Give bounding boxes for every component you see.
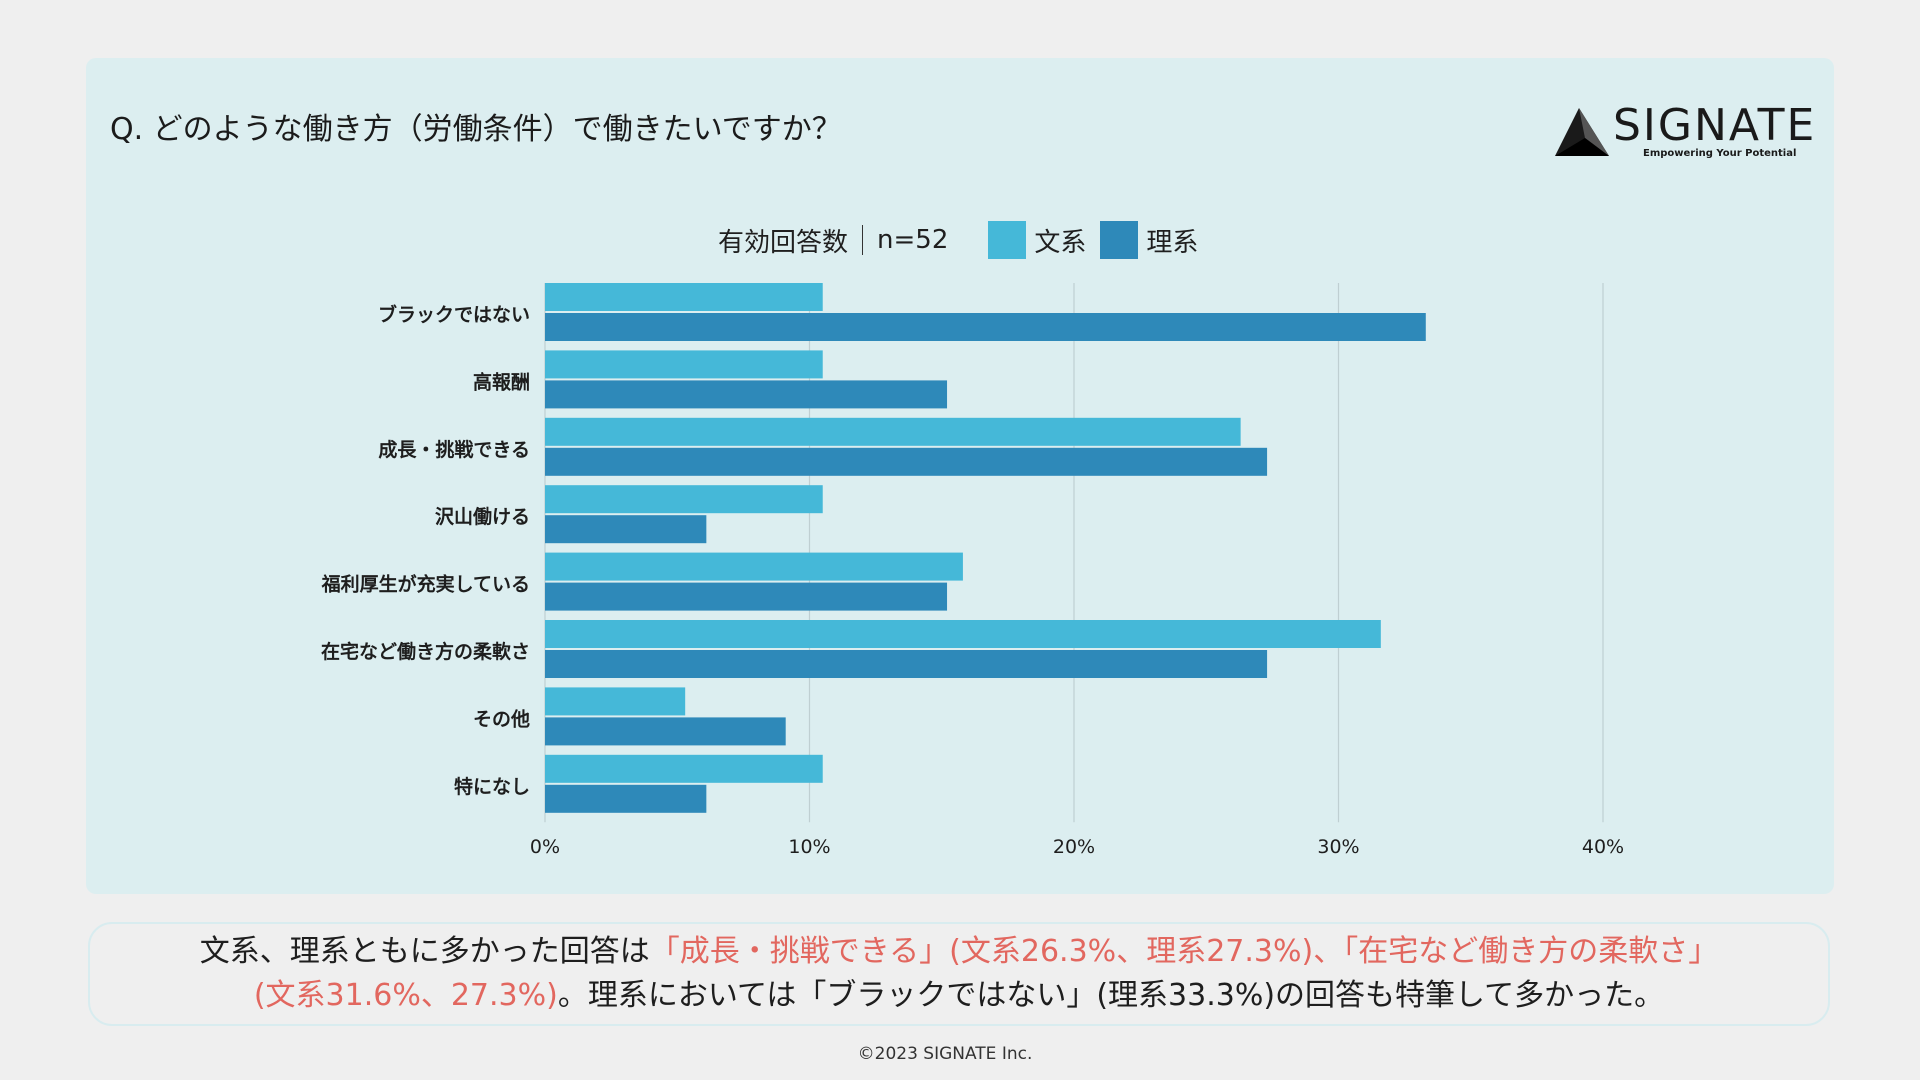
category-label-4: 福利厚生が充実している bbox=[321, 573, 530, 596]
summary-text-2-1: 。理系においては「ブラックではない」(理系33.3%)の回答も特筆して多かった。 bbox=[557, 978, 1665, 1013]
bar-bunkei-3 bbox=[545, 485, 823, 514]
summary-box: 文系、理系ともに多かった回答は「成長・挑戦できる」(文系26.3%、理系27.3… bbox=[88, 922, 1830, 1026]
tick-label-40: 40% bbox=[1582, 836, 1624, 858]
bar-rikei-1 bbox=[545, 380, 948, 409]
bar-rikei-7 bbox=[545, 784, 707, 813]
bar-rikei-6 bbox=[545, 717, 786, 746]
logo-wordmark: SIGNATE bbox=[1613, 100, 1817, 151]
signate-logo: SIGNATE Empowering Your Potential bbox=[1555, 100, 1815, 166]
tick-label-20: 20% bbox=[1053, 836, 1095, 858]
category-label-5: 在宅など働き方の柔軟さ bbox=[321, 640, 530, 663]
chart-legend: 有効回答数 n=52 文系 理系 bbox=[718, 220, 1198, 260]
bar-bunkei-1 bbox=[545, 350, 823, 379]
bar-bunkei-5 bbox=[545, 620, 1381, 648]
category-label-7: 特になし bbox=[454, 776, 530, 798]
sample-label: 有効回答数 bbox=[718, 227, 849, 258]
sample-size: n=52 bbox=[877, 225, 949, 255]
summary-line-2: (文系31.6%、27.3%)。理系においては「ブラックではない」(理系33.3… bbox=[254, 974, 1664, 1018]
category-label-3: 沢山働ける bbox=[435, 505, 530, 528]
bar-rikei-5 bbox=[545, 650, 1268, 678]
summary-text-2-0: (文系31.6%、27.3%) bbox=[253, 978, 558, 1013]
legend-label-bunkei: 文系 bbox=[1034, 227, 1087, 258]
legend-label-rikei: 理系 bbox=[1146, 227, 1199, 258]
category-label-2: 成長・挑戦できる bbox=[378, 438, 530, 461]
bar-rikei-3 bbox=[545, 515, 707, 544]
bar-bunkei-6 bbox=[545, 687, 686, 716]
logo-tagline: Empowering Your Potential bbox=[1643, 148, 1797, 159]
summary-text-1-1: 「成長・挑戦できる」(文系26.3%、理系27.3%)、「在宅など働き方の柔軟さ… bbox=[649, 934, 1719, 969]
bar-bunkei-0 bbox=[545, 283, 823, 311]
chart-panel bbox=[86, 58, 1834, 894]
bar-bunkei-4 bbox=[545, 552, 963, 581]
question-title: Q. どのような働き方（労働条件）で働きたいですか？ bbox=[110, 112, 842, 147]
legend-swatch-bunkei bbox=[988, 221, 1027, 259]
logo-triangle-icon bbox=[1555, 108, 1609, 156]
tick-label-10: 10% bbox=[788, 836, 830, 858]
legend-divider bbox=[862, 225, 864, 255]
bar-rikei-4 bbox=[545, 582, 948, 611]
tick-label-30: 30% bbox=[1317, 836, 1359, 858]
bar-rikei-2 bbox=[545, 447, 1268, 476]
category-label-1: 高報酬 bbox=[473, 370, 530, 393]
tick-label-0: 0% bbox=[530, 836, 560, 858]
copyright: ©2023 SIGNATE Inc. bbox=[857, 1044, 1033, 1064]
bar-bunkei-7 bbox=[545, 754, 823, 783]
summary-line-1: 文系、理系ともに多かった回答は「成長・挑戦できる」(文系26.3%、理系27.3… bbox=[200, 930, 1718, 974]
category-label-0: ブラックではない bbox=[378, 303, 530, 326]
category-label-6: その他 bbox=[473, 707, 530, 730]
bar-bunkei-2 bbox=[545, 417, 1241, 446]
summary-text-1-0: 文系、理系ともに多かった回答は bbox=[199, 934, 650, 969]
bar-rikei-0 bbox=[545, 313, 1426, 341]
bar-chart: 0% 10% 20% 30% 40% ブラックではない高報酬成長・挑戦できる沢山働ける福利… bbox=[321, 283, 1624, 858]
legend-swatch-rikei bbox=[1100, 221, 1139, 259]
